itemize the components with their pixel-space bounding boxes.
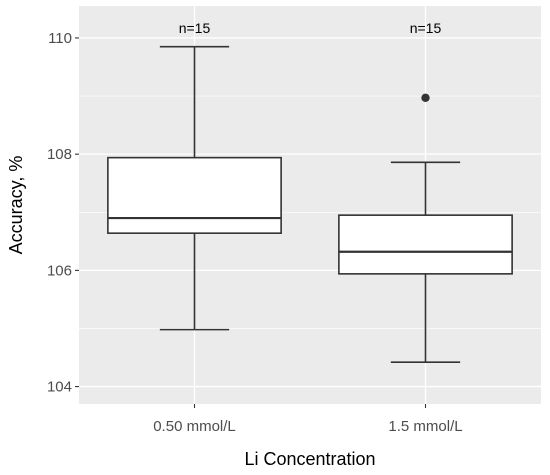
y-tick-label: 110 (48, 30, 72, 47)
box-group: n=15 (107, 20, 282, 331)
y-tick-label: 108 (47, 146, 72, 163)
box (338, 214, 513, 275)
box-group: n=15 (338, 20, 513, 363)
y-tick-label: 106 (47, 262, 72, 279)
x-axis: 0.50 mmol/L 1.5 mmol/L (153, 404, 463, 435)
y-axis-title: Accuracy, % (6, 156, 26, 255)
y-tick-label: 104 (47, 379, 72, 396)
x-tick-label: 1.5 mmol/L (388, 418, 462, 435)
outlier-point (421, 93, 430, 103)
n-label: n=15 (179, 20, 211, 36)
y-axis: 104 106 108 110 (47, 30, 79, 396)
x-axis-title: Li Concentration (244, 449, 375, 469)
n-label: n=15 (410, 20, 442, 36)
x-tick-label: 0.50 mmol/L (153, 418, 236, 435)
box (107, 156, 282, 234)
box-series: n=15 n=15 (107, 20, 513, 363)
